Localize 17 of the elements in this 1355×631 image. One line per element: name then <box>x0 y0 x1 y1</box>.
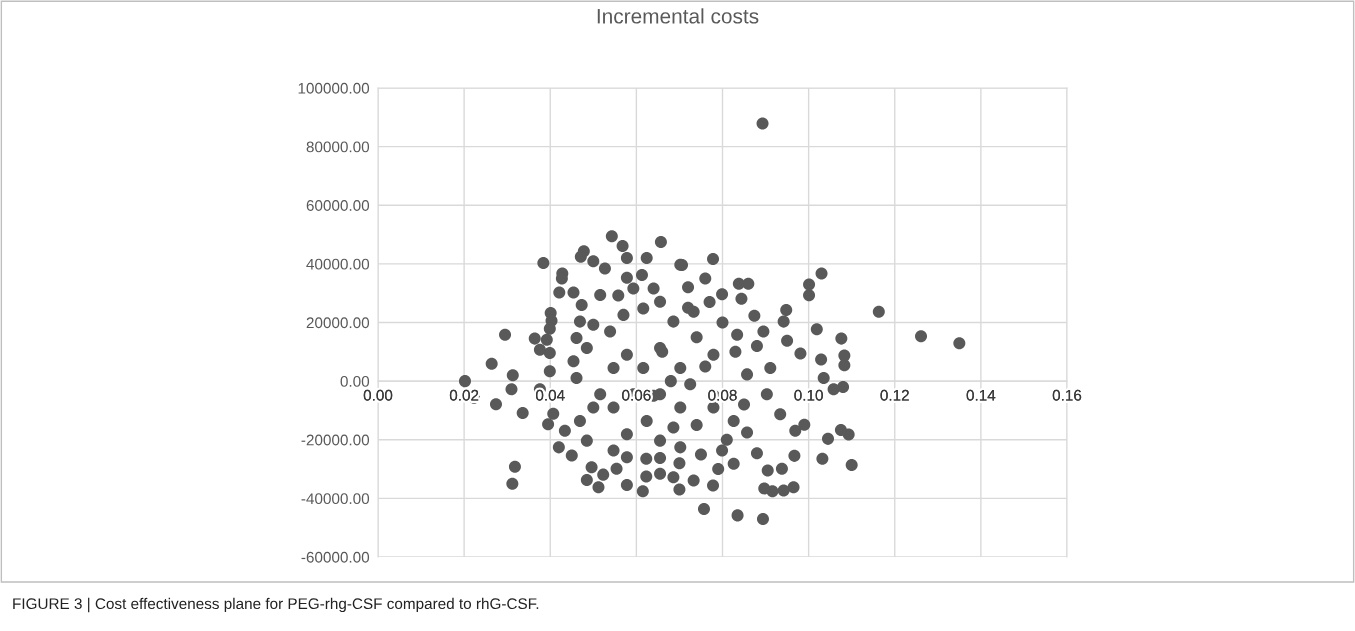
y-tick-label: 40000.00 <box>306 258 370 270</box>
y-tick-label: -20000.00 <box>301 434 370 446</box>
y-tick-label: 80000.00 <box>306 141 370 153</box>
x-tick-label: 0.00 <box>363 389 393 401</box>
y-tick-label: 0.00 <box>340 375 370 387</box>
chart-title: Incremental costs <box>597 8 759 24</box>
x-tick-label: 0.04 <box>535 389 565 401</box>
x-tick-label: 0.14 <box>966 389 996 401</box>
y-tick-label: 100000.00 <box>298 82 370 94</box>
x-tick-label: 0.12 <box>880 389 909 401</box>
y-tick-label: 20000.00 <box>306 317 370 329</box>
y-tick-label: -60000.00 <box>301 551 370 563</box>
caption: FIGURE 3 | Cost effectiveness plane for PEG-rhg-CSF compared to rhG-CSF. <box>13 597 539 613</box>
x-tick-label: 0.16 <box>1052 389 1082 401</box>
y-tick-label: 60000.00 <box>306 200 370 211</box>
x-tick-label: 0.10 <box>794 389 823 401</box>
y-tick-label: -40000.00 <box>301 493 370 505</box>
